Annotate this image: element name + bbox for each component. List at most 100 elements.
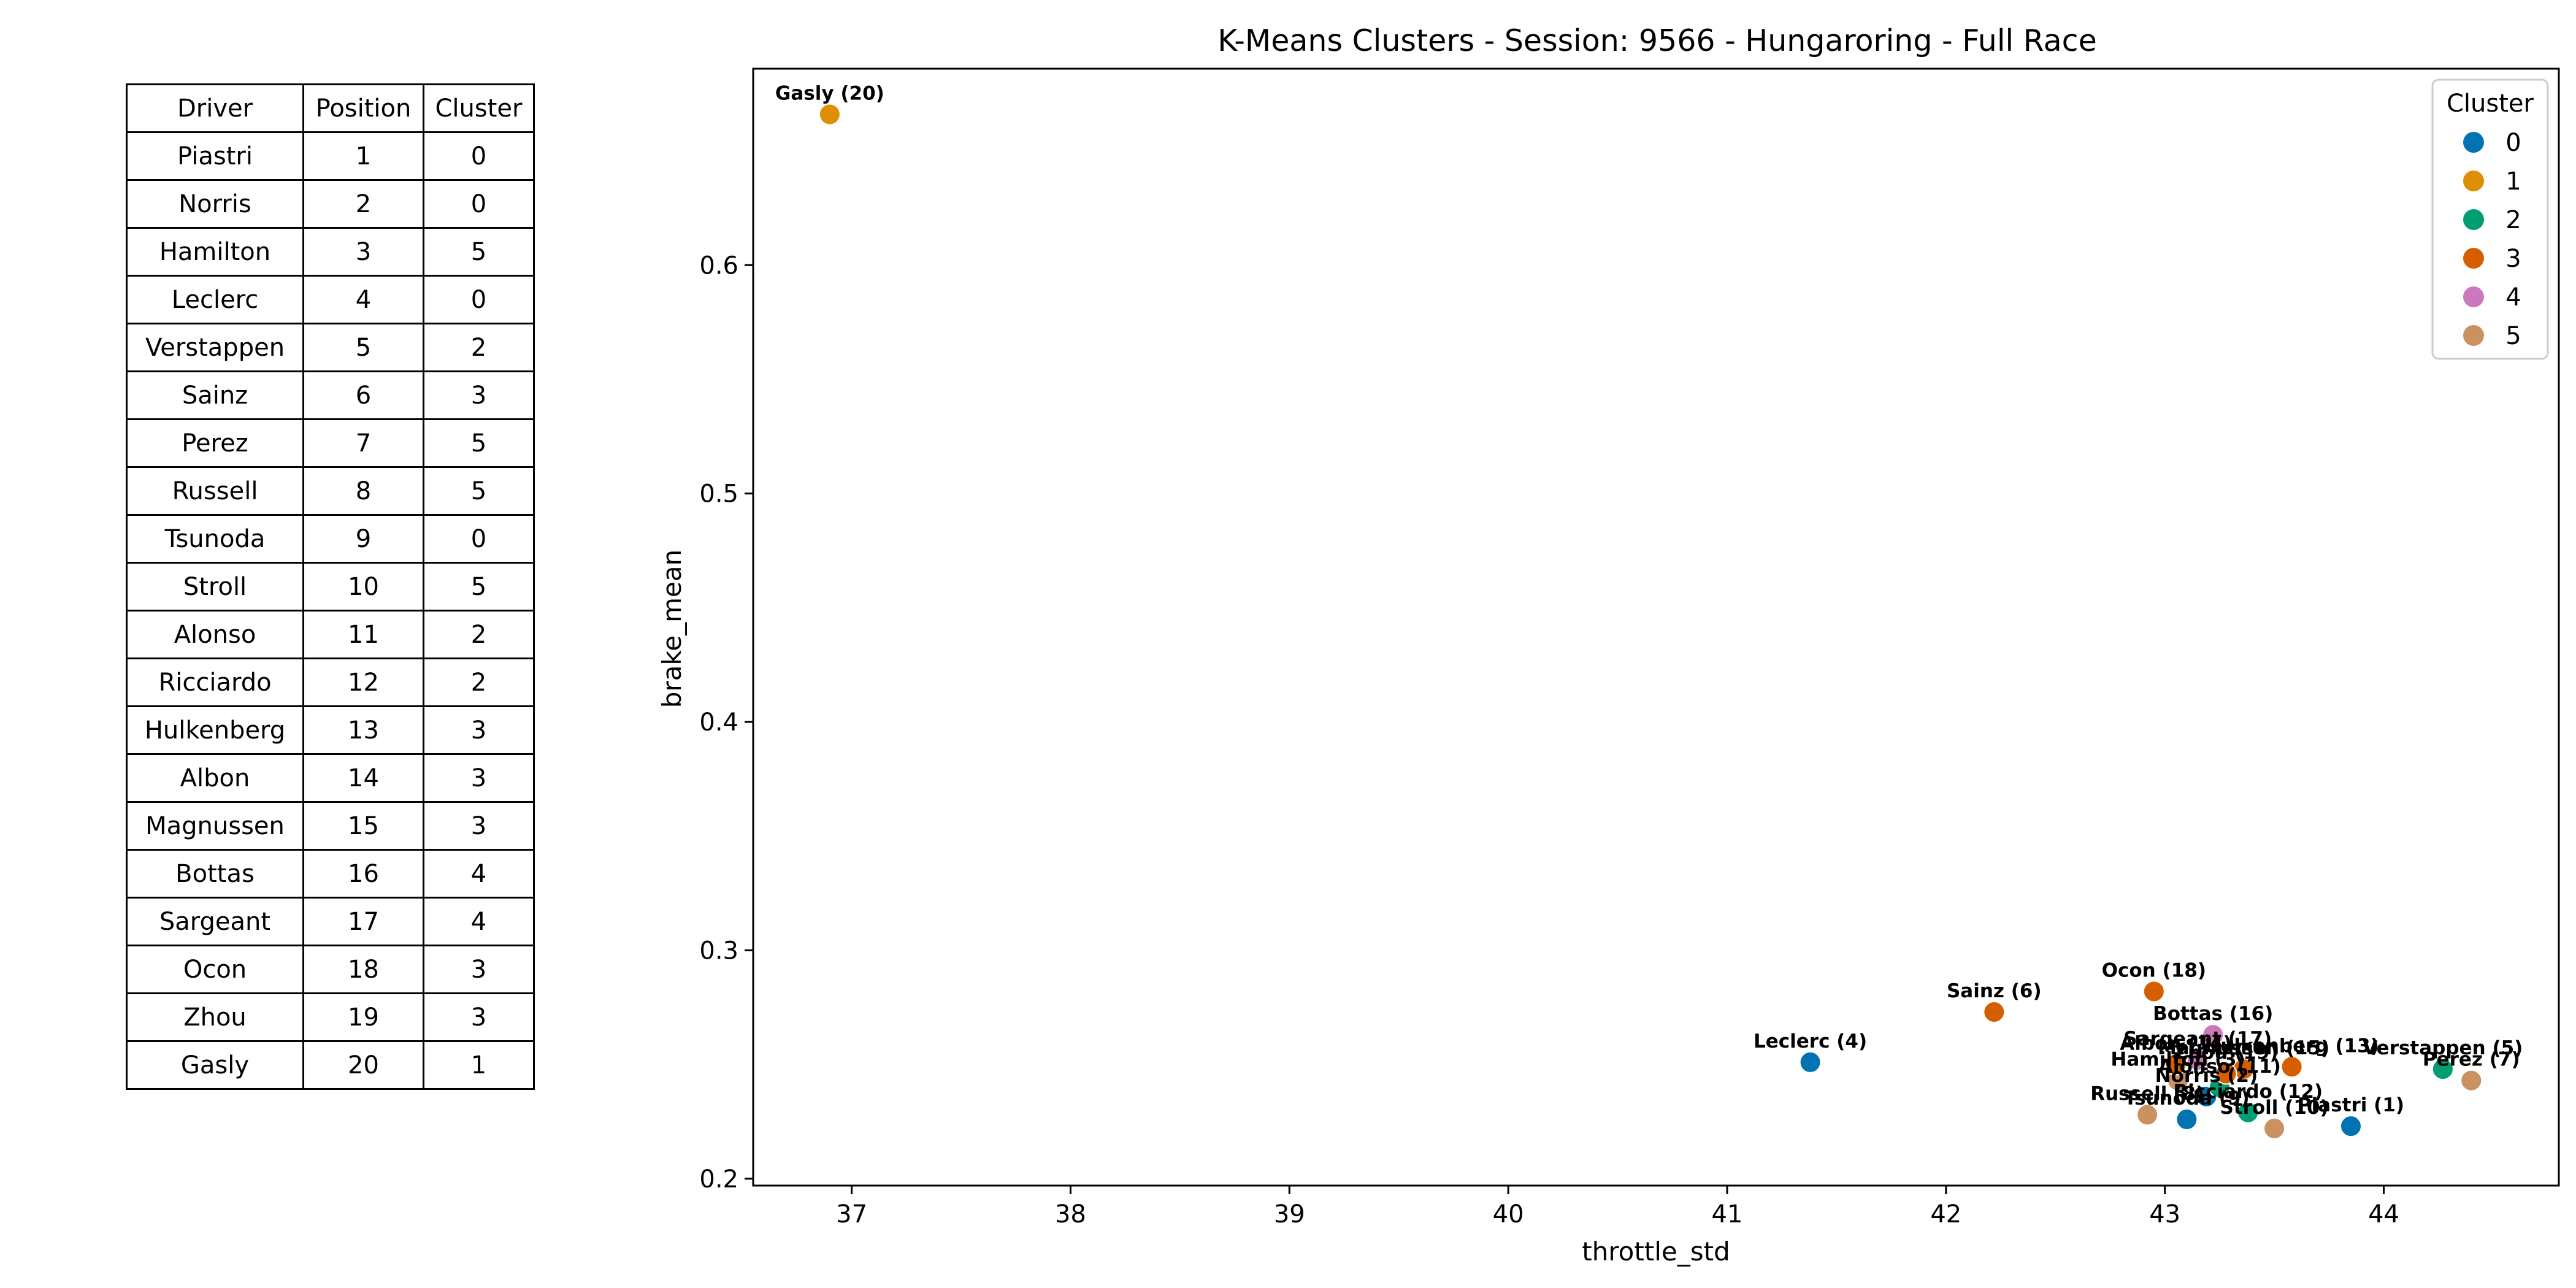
position-cell: 19 <box>302 992 424 1042</box>
point-label: Alonso (11) <box>2158 1056 2281 1078</box>
legend-frame <box>2431 79 2549 360</box>
point-label: Verstappen (5) <box>2363 1037 2523 1059</box>
table-row: Hamilton 3 5 <box>126 227 535 277</box>
cluster-cell: 0 <box>423 179 535 229</box>
legend-marker <box>2463 248 2484 269</box>
point-label: Russell (8) <box>2090 1083 2204 1105</box>
driver-cell: Zhou <box>126 992 304 1042</box>
position-cell: 17 <box>302 897 424 946</box>
data-point <box>2215 1062 2237 1085</box>
point-label: Stroll (10) <box>2220 1097 2328 1119</box>
x-tick-label: 43 <box>2149 1200 2180 1229</box>
cluster-cell: 4 <box>423 897 535 946</box>
cluster-cell: 5 <box>423 418 535 468</box>
point-label: Ricciardo (12) <box>2173 1081 2323 1103</box>
position-cell: 15 <box>302 801 424 851</box>
position-cell: 11 <box>302 610 424 659</box>
driver-cell: Alonso <box>126 610 304 659</box>
x-tick-label: 41 <box>1712 1200 1743 1229</box>
cluster-cell: 5 <box>423 562 535 611</box>
x-tick-label: 38 <box>1055 1200 1086 1229</box>
point-label: Sainz (6) <box>1947 980 2042 1002</box>
data-point <box>2187 1049 2209 1071</box>
legend-marker <box>2463 171 2484 191</box>
data-point <box>1799 1051 1822 1073</box>
driver-cell: Hulkenberg <box>126 705 304 755</box>
data-point <box>2263 1117 2286 1140</box>
legend-label: 2 <box>2505 206 2521 234</box>
position-cell: 5 <box>302 323 424 372</box>
legend-marker <box>2463 286 2484 307</box>
driver-cell: Bottas <box>126 849 304 899</box>
cluster-cell: 5 <box>423 466 535 516</box>
table-row: Stroll 10 5 <box>126 562 535 611</box>
legend-entries: 0 1 2 3 4 5 <box>2463 129 2521 350</box>
legend-label: 0 <box>2505 129 2521 157</box>
table-row: Magnussen 15 3 <box>126 801 535 851</box>
table-row: Verstappen 5 2 <box>126 323 535 372</box>
legend-marker <box>2463 132 2484 153</box>
cluster-cell: 3 <box>423 753 535 803</box>
data-point <box>2339 1115 2362 1138</box>
point-label: Hamilton (3) <box>2110 1049 2245 1071</box>
point-label: Perez (7) <box>2423 1049 2520 1071</box>
y-axis-label: brake_mean <box>657 550 687 708</box>
position-cell: 4 <box>302 275 424 324</box>
point-label: Albon (14) <box>2120 1033 2231 1055</box>
position-cell: 20 <box>302 1040 424 1090</box>
x-tick-label: 42 <box>1930 1200 1961 1229</box>
table-row: Perez 7 5 <box>126 418 535 468</box>
data-point <box>2280 1056 2303 1078</box>
point-label: Ocon (18) <box>2102 959 2206 981</box>
data-point <box>2460 1069 2483 1092</box>
position-cell: 7 <box>302 418 424 468</box>
cluster-cell: 2 <box>423 323 535 372</box>
driver-cell: Piastri <box>126 131 304 181</box>
driver-cell: Albon <box>126 753 304 803</box>
cluster-cell: 5 <box>423 227 535 277</box>
position-cell: 16 <box>302 849 424 899</box>
legend-label: 3 <box>2505 245 2521 273</box>
cluster-cell: 2 <box>423 657 535 707</box>
header-driver: Driver <box>126 83 304 133</box>
position-cell: 1 <box>302 131 424 181</box>
table-row: Ocon 18 3 <box>126 945 535 994</box>
table-row: Zhou 19 3 <box>126 992 535 1042</box>
x-axis: 37 38 39 40 41 42 43 44 <box>836 1186 2399 1229</box>
point-label: Zhou (19) <box>2174 1042 2278 1064</box>
position-cell: 13 <box>302 705 424 755</box>
driver-cell: Russell <box>126 466 304 516</box>
driver-cell: Sainz <box>126 370 304 420</box>
table-row: Hulkenberg 13 3 <box>126 705 535 755</box>
table-row: Gasly 20 1 <box>126 1040 535 1090</box>
data-point <box>818 103 841 126</box>
table-row: Bottas 16 4 <box>126 849 535 899</box>
y-tick-label: 0.6 <box>699 251 738 280</box>
table-row: Ricciardo 12 2 <box>126 657 535 707</box>
cluster-cell: 0 <box>423 131 535 181</box>
point-labels: Piastri (1) Norris (2)Hamilton (3) Leclerc… <box>775 82 2523 1118</box>
position-cell: 6 <box>302 370 424 420</box>
point-label: Norris (2) <box>2155 1065 2258 1087</box>
position-cell: 10 <box>302 562 424 611</box>
legend-marker <box>2463 209 2484 230</box>
table-row: Sainz 6 3 <box>126 370 535 420</box>
position-cell: 12 <box>302 657 424 707</box>
point-label: Magnussen (15) <box>2158 1037 2329 1059</box>
table-header-row: Driver Position Cluster <box>126 83 535 133</box>
position-cell: 9 <box>302 514 424 564</box>
position-cell: 18 <box>302 945 424 994</box>
point-label: Hulkenberg (13) <box>2204 1035 2379 1057</box>
position-cell: 8 <box>302 466 424 516</box>
position-cell: 2 <box>302 179 424 229</box>
legend-label: 5 <box>2505 322 2521 350</box>
point-label: Sargeant (17) <box>2123 1028 2272 1050</box>
driver-cell: Stroll <box>126 562 304 611</box>
results-table: Driver Position Cluster Piastri 1 0 Norris 2… <box>126 83 535 1090</box>
table-row: Russell 8 5 <box>126 466 535 516</box>
y-tick-label: 0.2 <box>699 1165 738 1194</box>
driver-cell: Verstappen <box>126 323 304 372</box>
chart-title: K-Means Clusters - Session: 9566 - Hunga… <box>1217 23 2096 58</box>
table-row: Alonso 11 2 <box>126 610 535 659</box>
